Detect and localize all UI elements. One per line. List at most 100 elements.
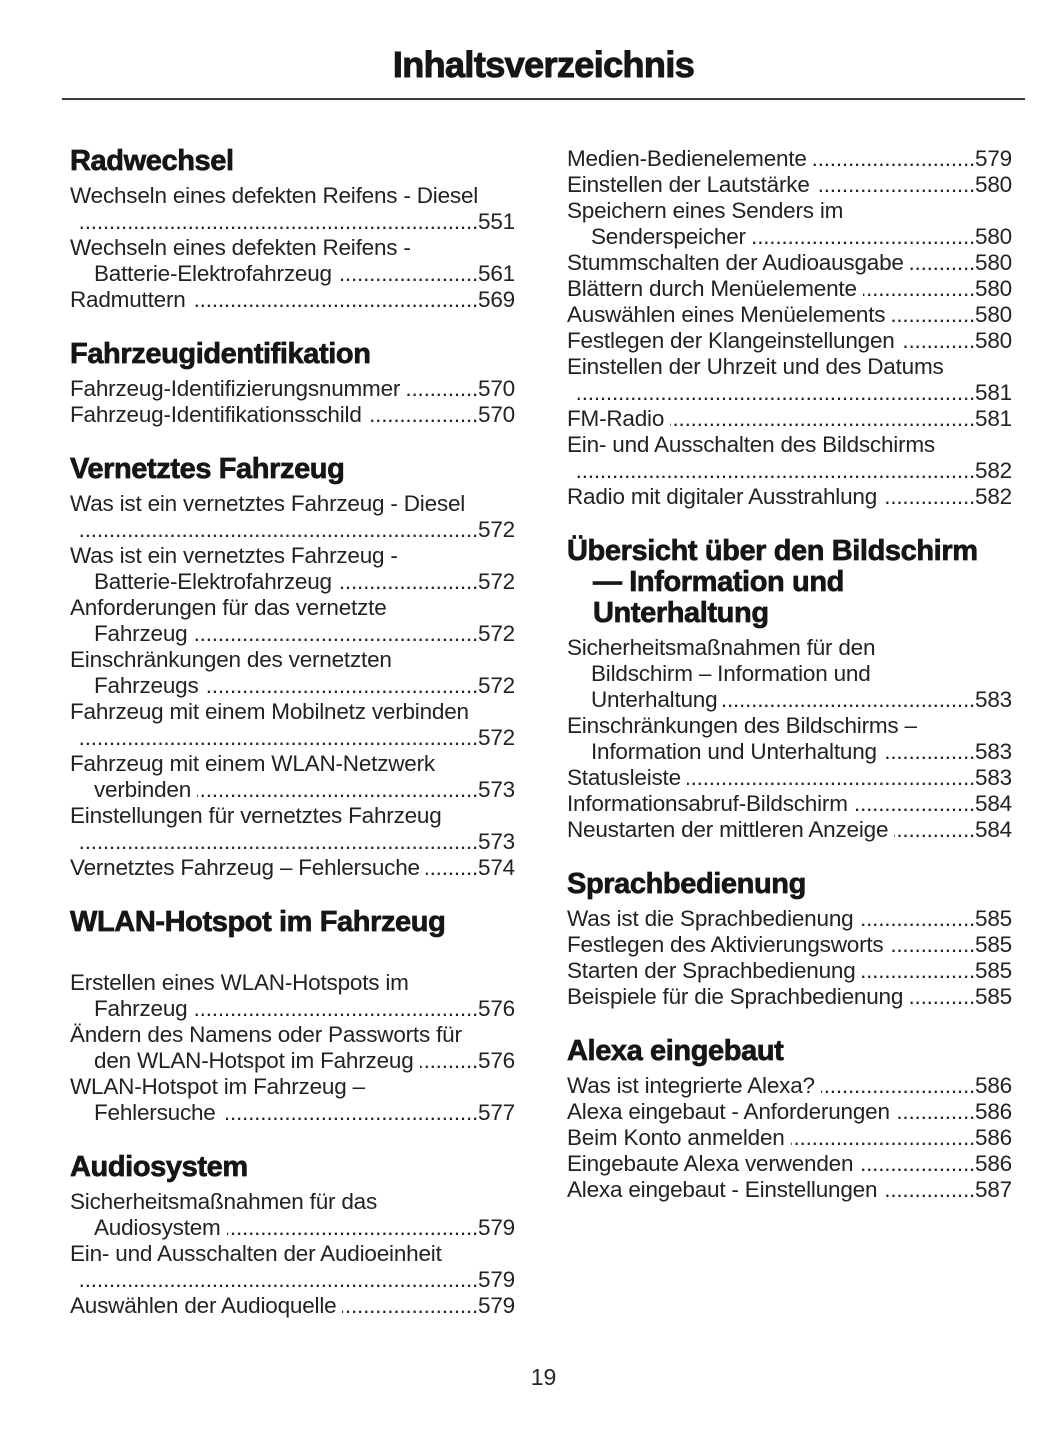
entry-leader-line: Einstellen der Lautstärke...............… (567, 172, 1012, 198)
entry-text: Was ist die Sprachbedienung (567, 906, 854, 931)
entry-leader-line: Medien-Bedienelemente...................… (567, 146, 1012, 172)
dot-leader: ........................................… (337, 261, 479, 286)
dot-leader: ........................................… (686, 765, 976, 790)
toc-entry: Fahrzeug-Identifizierungsnummer.........… (70, 376, 515, 402)
entry-text-line: Sicherheitsmaßnahmen für den (567, 635, 1012, 661)
entry-text: Fahrzeug-Identifizierungsnummer (70, 376, 401, 401)
page-number-ref: 572 (478, 621, 515, 646)
page-number-ref: 579 (478, 1293, 515, 1318)
entry-text: Fahrzeug mit einem Mobilnetz verbinden (70, 699, 469, 724)
toc-entry: Erstellen eines WLAN-Hotspots im Fahrzeug… (70, 970, 515, 1022)
page-number-ref: 580 (975, 250, 1012, 275)
page-number-ref: 585 (975, 958, 1012, 983)
entry-text: Was ist ein vernetztes Fahrzeug - (70, 543, 398, 568)
entry-leader-line: Was ist die Sprachbedienung.............… (567, 906, 1012, 932)
dot-leader: ........................................… (337, 569, 479, 594)
entry-text-line: Bildschirm – Information und (567, 661, 1012, 687)
entry-text: Einstellen der Lautstärke (567, 172, 810, 197)
toc-section: Vernetztes Fahrzeug Was ist ein vernetzte… (70, 453, 516, 881)
entry-text: Blättern durch Menüelemente (567, 276, 857, 301)
toc-entry: Radio mit digitaler Ausstrahlung........… (567, 484, 1012, 510)
entry-leader-line: Festlegen des Aktivierungsworts.........… (567, 932, 1012, 958)
toc-entry: Festlegen des Aktivierungsworts.........… (567, 932, 1012, 958)
entry-text: Erstellen eines WLAN-Hotspots im (70, 970, 409, 995)
dot-leader: ........................................… (77, 829, 479, 854)
entry-leader-line: Batterie-Elektrofahrzeug................… (70, 261, 515, 287)
dot-leader: ........................................… (910, 250, 976, 275)
page-number-ref: 586 (975, 1151, 1012, 1176)
page-number-ref: 583 (975, 687, 1012, 712)
dot-leader: ........................................… (896, 1099, 976, 1124)
entry-text: Fahrzeug mit einem WLAN-Netzwerk (70, 751, 435, 776)
dot-leader: ........................................… (859, 906, 976, 931)
entry-text: Ein- und Ausschalten der Audioeinheit (70, 1241, 442, 1266)
toc-section: WLAN-Hotspot im Fahrzeug Erstellen eines … (70, 906, 516, 1126)
entry-text-line: Ändern des Namens oder Passworts für (70, 1022, 515, 1048)
dot-leader: ........................................… (901, 328, 976, 353)
page-number-ref: 570 (478, 376, 515, 401)
toc-entry: Radmuttern..............................… (70, 287, 515, 313)
entry-leader-line: Fahrzeug................................… (70, 996, 515, 1022)
page-number-ref: 579 (975, 146, 1012, 171)
entry-text-line: Was ist ein vernetztes Fahrzeug - (70, 543, 515, 569)
entry-leader-line: verbinden...............................… (70, 777, 515, 803)
page-number-ref: 587 (975, 1177, 1012, 1202)
section-heading: Fahrzeugidentifikation (70, 338, 515, 370)
entry-text: Bildschirm – Information und (591, 661, 871, 686)
section-heading-line: Unterhaltung (593, 597, 770, 629)
entry-text: Ändern des Namens oder Passworts für (70, 1022, 462, 1047)
entry-text: Unterhaltung (591, 687, 718, 712)
entry-text-line: Fahrzeug mit einem WLAN-Netzwerk (70, 751, 515, 777)
toc-entry: Auswählen der Audioquelle...............… (70, 1293, 515, 1319)
toc-entry: Fahrzeug-Identifikationsschild..........… (70, 402, 515, 428)
toc-entry: Alexa eingebaut - Anforderungen.........… (567, 1099, 1012, 1125)
page-number-ref: 579 (478, 1215, 515, 1240)
entry-text-line: Wechseln eines defekten Reifens - Diesel (70, 183, 515, 209)
entry-text: Einstellungen für vernetztes Fahrzeug (70, 803, 442, 828)
entry-leader-line: Vernetztes Fahrzeug – Fehlersuche.......… (70, 855, 515, 881)
toc-entry: Medien-Bedienelemente...................… (567, 146, 1012, 172)
page-number-ref: 582 (975, 484, 1012, 509)
entry-text-line: Erstellen eines WLAN-Hotspots im (70, 970, 515, 996)
section-heading-line: WLAN-Hotspot im Fahrzeug (70, 906, 447, 938)
page-number-ref: 586 (975, 1073, 1012, 1098)
dot-leader: ........................................… (342, 1293, 479, 1318)
entry-text: Festlegen des Aktivierungsworts (567, 932, 884, 957)
entry-text: Radio mit digitaler Ausstrahlung (567, 484, 878, 509)
toc-entry: Was ist integrierte Alexa?..............… (567, 1073, 1012, 1099)
entry-text-line: Anforderungen für das vernetzte (70, 595, 515, 621)
toc-entry: Alexa eingebaut - Einstellungen.........… (567, 1177, 1012, 1203)
entry-text: Eingebaute Alexa verwenden (567, 1151, 854, 1176)
page-number-ref: 584 (975, 791, 1012, 816)
toc-section: Fahrzeugidentifikation Fahrzeug-Identifiz… (70, 338, 516, 428)
page-title: Inhaltsverzeichnis (392, 44, 695, 86)
entry-leader-line: Beispiele für die Sprachbedienung.......… (567, 984, 1012, 1010)
entry-leader-line: Senderspeicher..........................… (567, 224, 1012, 250)
section-heading-line: Sprachbedienung (567, 868, 807, 900)
toc-entry: Eingebaute Alexa verwenden..............… (567, 1151, 1012, 1177)
entry-leader-line: ........................................… (567, 380, 1012, 406)
entry-leader-line: ........................................… (70, 1267, 515, 1293)
dot-leader: ........................................… (77, 209, 479, 234)
toc-column-2: Medien-Bedienelemente...................… (567, 146, 1013, 1203)
toc-entry: Neustarten der mittleren Anzeige........… (567, 817, 1012, 843)
dot-leader: ........................................… (193, 621, 479, 646)
entry-text: Starten der Sprachbedienung (567, 958, 856, 983)
dot-leader: ........................................… (77, 725, 479, 750)
page-number-ref: 581 (975, 380, 1012, 405)
dot-leader: ........................................… (813, 146, 976, 171)
toc-entry: Einstellen der Uhrzeit und des Datums...… (567, 354, 1012, 406)
entry-text: Radmuttern (70, 287, 186, 312)
page-number-ref: 582 (975, 458, 1012, 483)
entry-text: Batterie-Elektrofahrzeug (94, 569, 332, 594)
entry-leader-line: Batterie-Elektrofahrzeug................… (70, 569, 515, 595)
toc-section: Radwechsel Wechseln eines defekten Reifen… (70, 145, 516, 313)
page-number-ref: 576 (478, 1048, 515, 1073)
entry-leader-line: Was ist integrierte Alexa?..............… (567, 1073, 1012, 1099)
dot-leader: ........................................… (862, 958, 976, 983)
toc-entry: Sicherheitsmaßnahmen für den Bildschirm –… (567, 635, 1012, 713)
toc-entry: Informationsabruf-Bildschirm............… (567, 791, 1012, 817)
page-number-ref: 569 (478, 287, 515, 312)
dot-leader: ........................................… (193, 996, 479, 1021)
